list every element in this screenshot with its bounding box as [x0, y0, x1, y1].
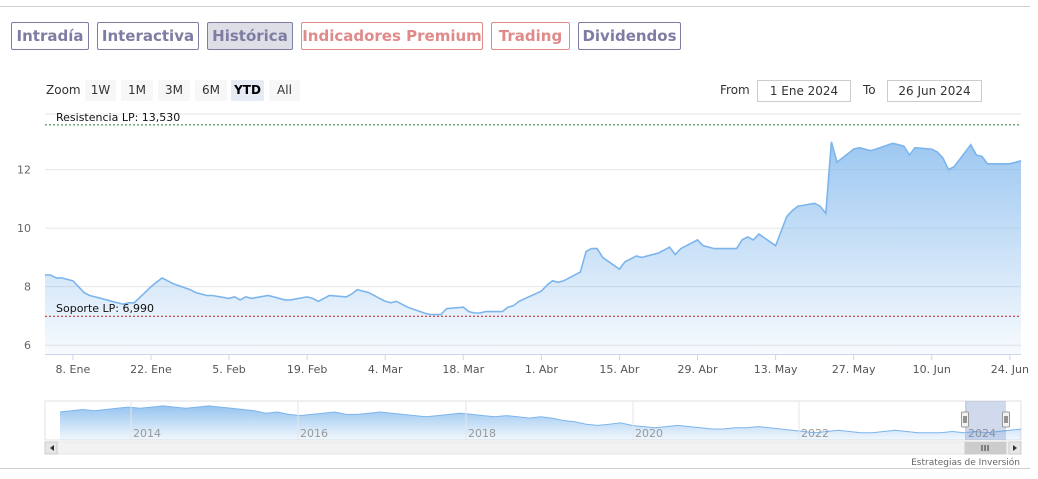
chevron-right-icon [1013, 445, 1017, 451]
tab-intradia[interactable]: Intradía [11, 22, 89, 50]
x-tick-label: 1. Abr [525, 363, 558, 376]
x-tick-label: 8. Ene [56, 363, 91, 376]
navigator-year-label: 2024 [968, 427, 996, 440]
zoom-6m-button[interactable]: 6M [195, 80, 227, 101]
tab-interactiva[interactable]: Interactiva [97, 22, 199, 50]
navigator-year-label: 2022 [801, 427, 829, 440]
x-tick-label: 13. May [754, 363, 798, 376]
zoom-1m-button[interactable]: 1M [121, 80, 153, 101]
resistance-label: Resistencia LP: 13,530 [56, 111, 180, 124]
tab-dividendos[interactable]: Dividendos [578, 22, 681, 50]
navigator-line [59, 405, 1022, 434]
navigator-year-label: 2020 [635, 427, 663, 440]
scrollbar-track[interactable] [44, 441, 1022, 455]
credits-link[interactable]: Estrategias de Inversión [911, 457, 1020, 468]
bottom-divider [0, 468, 1030, 469]
zoom-1w-button[interactable]: 1W [85, 80, 116, 101]
y-tick-label: 10 [17, 222, 31, 235]
navigator-right-handle[interactable] [1002, 411, 1010, 428]
axes: 6 8 10 12 8. Ene 22. Ene 5. Feb 19. Feb 4. Mar 18… [17, 164, 1029, 376]
zoom-label: Zoom [46, 83, 81, 97]
navigator-year-label: 2018 [468, 427, 496, 440]
navigator-year-label: 2016 [300, 427, 328, 440]
navigator-year-label: 2014 [133, 427, 161, 440]
level-lines: Resistencia LP: 13,530 Soporte LP: 6,990 [45, 111, 1021, 317]
y-tick-label: 8 [24, 281, 31, 294]
x-tick-label: 19. Feb [287, 363, 327, 376]
navigator-left-handle[interactable] [961, 411, 969, 428]
from-date-input[interactable]: 1 Ene 2024 [757, 80, 851, 102]
support-label: Soporte LP: 6,990 [56, 302, 154, 315]
price-line [45, 141, 1022, 316]
zoom-3m-button[interactable]: 3M [158, 80, 190, 101]
x-tick-label: 15. Abr [599, 363, 639, 376]
y-tick-label: 6 [24, 339, 31, 352]
chevron-left-icon [50, 445, 54, 451]
navigator[interactable]: 2014 2016 2018 2020 2022 2024 [44, 400, 1022, 455]
x-tick-label: 24. Jun [991, 363, 1029, 376]
x-tick-label: 27. May [832, 363, 876, 376]
x-tick-label: 29. Abr [678, 363, 718, 376]
tab-historica[interactable]: Histórica [207, 22, 293, 50]
zoom-all-button[interactable]: All [269, 80, 300, 101]
x-tick-label: 5. Feb [212, 363, 245, 376]
tab-trading[interactable]: Trading [491, 22, 570, 50]
to-date-input[interactable]: 26 Jun 2024 [887, 80, 982, 102]
tab-indicadores-premium[interactable]: Indicadores Premium [301, 22, 483, 50]
y-tick-label: 12 [17, 164, 31, 177]
from-label: From [720, 83, 750, 97]
navigator-selection[interactable] [965, 401, 1006, 440]
price-series [45, 141, 1022, 354]
x-tick-label: 4. Mar [368, 363, 403, 376]
zoom-ytd-button[interactable]: YTD [231, 80, 264, 101]
x-tick-label: 22. Ene [130, 363, 172, 376]
x-tick-label: 10. Jun [913, 363, 951, 376]
x-tick-label: 18. Mar [442, 363, 484, 376]
top-divider [0, 6, 1030, 7]
navigator-area [60, 405, 1021, 440]
to-label: To [863, 83, 876, 97]
price-area [45, 141, 1021, 354]
